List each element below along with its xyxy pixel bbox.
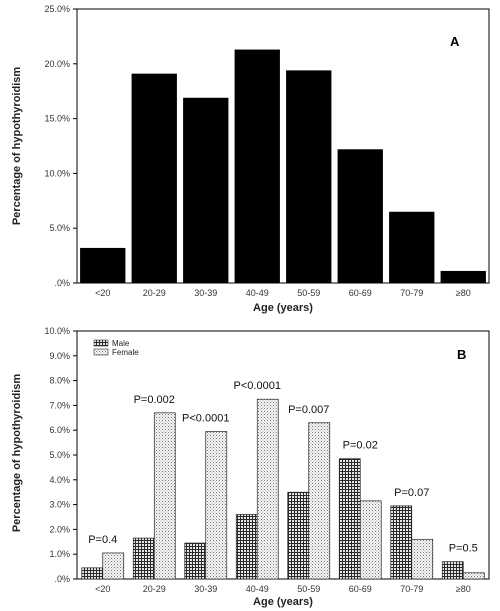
x-axis-label-a: Age (years) <box>253 302 313 314</box>
y-tick-label: 5.0% <box>49 450 70 460</box>
legend-label-female: Female <box>112 348 139 357</box>
y-tick-label: 20.0% <box>44 59 70 69</box>
bars-b <box>81 398 485 580</box>
bars-a <box>80 49 486 283</box>
p-value-label: P=0.007 <box>288 404 329 416</box>
y-tick-label: 9.0% <box>49 351 70 361</box>
y-tick-label: 10.0% <box>44 168 70 178</box>
bar-female <box>308 422 331 580</box>
panel-label-b: B <box>457 347 466 362</box>
bar <box>131 73 177 283</box>
y-tick-label: .0% <box>54 278 70 288</box>
p-value-label: P=0.4 <box>88 534 117 546</box>
x-tick-label: 70-79 <box>400 288 423 298</box>
bar-male <box>132 537 155 580</box>
x-tick-label: 30-39 <box>194 288 217 298</box>
bar-female <box>411 538 434 580</box>
y-tick-label: 6.0% <box>49 425 70 435</box>
chart-panel-a: .0% 5.0% 10.0% 15.0% 20.0% 25.0% <20 20-29 30-3… <box>11 4 490 314</box>
x-tick-label: 30-39 <box>194 584 217 594</box>
x-tick-label: 40-49 <box>246 288 269 298</box>
bar <box>337 149 383 283</box>
p-value-annotations: P=0.4 P=0.002 P<0.0001 P<0.0001 P=0.007 P=0.0… <box>88 380 478 554</box>
bar <box>389 211 435 283</box>
x-tick-label: <20 <box>95 584 110 594</box>
p-value-label: P=0.07 <box>394 487 429 499</box>
x-tick-label: 60-69 <box>349 584 372 594</box>
bar-male <box>390 505 413 580</box>
x-tick-label: 50-59 <box>297 288 320 298</box>
y-tick-label: 3.0% <box>49 500 70 510</box>
plot-area-a <box>76 8 490 284</box>
x-axis-label-b: Age (years) <box>253 596 313 608</box>
bar <box>286 70 332 283</box>
bar <box>440 270 486 283</box>
y-axis-label-a: Percentage of hypothyroidism <box>11 67 23 226</box>
x-tick-label: 50-59 <box>297 584 320 594</box>
y-tick-label: 7.0% <box>49 400 70 410</box>
p-value-label: P<0.0001 <box>182 412 229 424</box>
x-tick-label: ≥80 <box>456 288 471 298</box>
bar-female <box>102 552 125 580</box>
bar-female <box>256 398 279 580</box>
y-tick-label: 4.0% <box>49 475 70 485</box>
x-tick-label: 40-49 <box>246 584 269 594</box>
x-tick-label: <20 <box>95 288 110 298</box>
y-axis-b: .0% 1.0% 2.0% 3.0% 4.0% 5.0% 6.0% 7.0% 8.0% 9.0% 1… <box>44 326 77 584</box>
bar-male <box>338 458 361 580</box>
bar-male <box>235 514 258 580</box>
bar-female <box>462 572 485 580</box>
x-axis-a: <20 20-29 30-39 40-49 50-59 60-69 70-79 ≥80 <box>95 288 471 298</box>
x-axis-b: <20 20-29 30-39 40-49 50-59 60-69 70-79 ≥80 <box>95 584 471 594</box>
bar-female <box>205 431 228 580</box>
y-tick-label: 15.0% <box>44 114 70 124</box>
panel-label-a: A <box>450 34 460 49</box>
bar-female <box>359 500 382 580</box>
y-tick-label: 10.0% <box>44 326 70 336</box>
bar <box>183 97 229 283</box>
bar-male <box>287 491 310 580</box>
y-tick-label: 2.0% <box>49 524 70 534</box>
bar-male <box>441 561 464 580</box>
x-tick-label: 20-29 <box>143 288 166 298</box>
chart-panel-b: .0% 1.0% 2.0% 3.0% 4.0% 5.0% 6.0% 7.0% 8.0% 9.0% 1… <box>11 326 490 608</box>
x-tick-label: ≥80 <box>456 584 471 594</box>
y-tick-label: 1.0% <box>49 549 70 559</box>
x-tick-label: 60-69 <box>349 288 372 298</box>
p-value-label: P=0.5 <box>449 543 478 555</box>
y-tick-label: 5.0% <box>49 223 70 233</box>
legend-swatch-male <box>93 339 109 347</box>
bar <box>234 49 280 283</box>
legend-label-male: Male <box>112 339 130 348</box>
p-value-label: P<0.0001 <box>234 380 281 392</box>
y-tick-label: 25.0% <box>44 4 70 14</box>
y-axis-a: .0% 5.0% 10.0% 15.0% 20.0% 25.0% <box>44 4 77 288</box>
x-tick-label: 20-29 <box>143 584 166 594</box>
p-value-label: P=0.002 <box>134 394 175 406</box>
x-tick-label: 70-79 <box>400 584 423 594</box>
y-axis-label-b: Percentage of hypothyroidism <box>11 374 23 533</box>
y-tick-label: 8.0% <box>49 376 70 386</box>
bar-female <box>153 412 176 580</box>
legend-b: Male Female <box>93 339 139 357</box>
bar <box>80 247 126 283</box>
p-value-label: P=0.02 <box>343 440 378 452</box>
bar-male <box>81 567 104 580</box>
y-tick-label: .0% <box>54 574 70 584</box>
bar-male <box>184 542 207 580</box>
legend-swatch-female <box>93 348 109 356</box>
